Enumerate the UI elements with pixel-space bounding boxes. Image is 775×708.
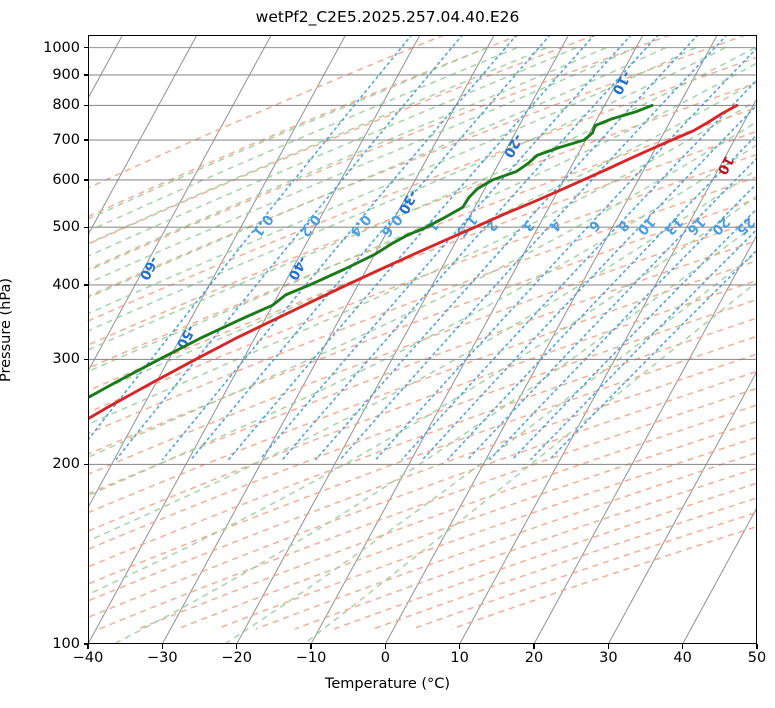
y-tick-mark <box>83 179 88 181</box>
x-tick-label: 0 <box>380 650 390 666</box>
dewpoint-profile <box>88 103 654 400</box>
y-tick-mark <box>83 463 88 466</box>
plot-frame <box>88 35 757 644</box>
x-tick-label: 50 <box>747 650 767 666</box>
x-tick-label: −40 <box>72 650 104 666</box>
y-tick-label: 500 <box>52 219 80 236</box>
y-tick-label: 600 <box>52 171 80 188</box>
y-axis-label: Pressure (hPa) <box>0 277 14 383</box>
x-tick-label: 30 <box>599 650 618 666</box>
y-tick-mark <box>83 74 88 76</box>
x-tick-label: 40 <box>673 650 692 666</box>
y-tick-mark <box>83 139 88 141</box>
y-tick-mark <box>83 226 88 228</box>
y-tick-mark <box>83 47 88 49</box>
x-tick-mark <box>682 644 684 649</box>
x-tick-mark <box>533 644 535 649</box>
skewt-canvas: -100-90-80-70-60-50-40-30-20-10102030400… <box>88 35 757 644</box>
y-tick-label: 300 <box>52 351 80 368</box>
y-tick-label: 200 <box>52 456 80 473</box>
isotherm-label: 10 <box>714 153 737 177</box>
y-tick-label: 1000 <box>43 39 80 56</box>
y-tick-label: 800 <box>52 97 80 114</box>
y-tick-label: 400 <box>52 276 80 293</box>
x-tick-mark <box>459 644 461 649</box>
chart-title: wetPf2_C2E5.2025.257.04.40.E26 <box>255 8 520 26</box>
x-tick-label: 10 <box>450 650 469 666</box>
temperature-profile <box>88 103 739 421</box>
y-tick-label: 100 <box>52 636 80 652</box>
plot-area: -100-90-80-70-60-50-40-30-20-10102030400… <box>88 35 757 644</box>
y-tick-mark <box>83 358 88 361</box>
x-tick-mark <box>607 644 610 649</box>
x-tick-mark <box>87 644 89 649</box>
y-tick-label: 900 <box>52 66 80 83</box>
x-tick-mark <box>384 644 387 649</box>
x-tick-mark <box>161 644 164 649</box>
x-tick-label: −20 <box>221 650 252 666</box>
y-tick-label: 700 <box>52 132 80 148</box>
y-tick-mark <box>83 284 88 286</box>
x-tick-label: −10 <box>295 650 327 666</box>
x-tick-label: −30 <box>147 650 178 666</box>
x-tick-label: 20 <box>524 650 544 666</box>
x-tick-mark <box>236 644 238 649</box>
y-tick-mark <box>83 104 88 107</box>
y-tick-mark <box>83 643 88 645</box>
mixing-ratio-label: 30 <box>754 214 757 239</box>
x-tick-mark <box>756 644 758 649</box>
x-tick-mark <box>310 644 312 649</box>
x-axis-label: Temperature (°C) <box>324 676 451 692</box>
